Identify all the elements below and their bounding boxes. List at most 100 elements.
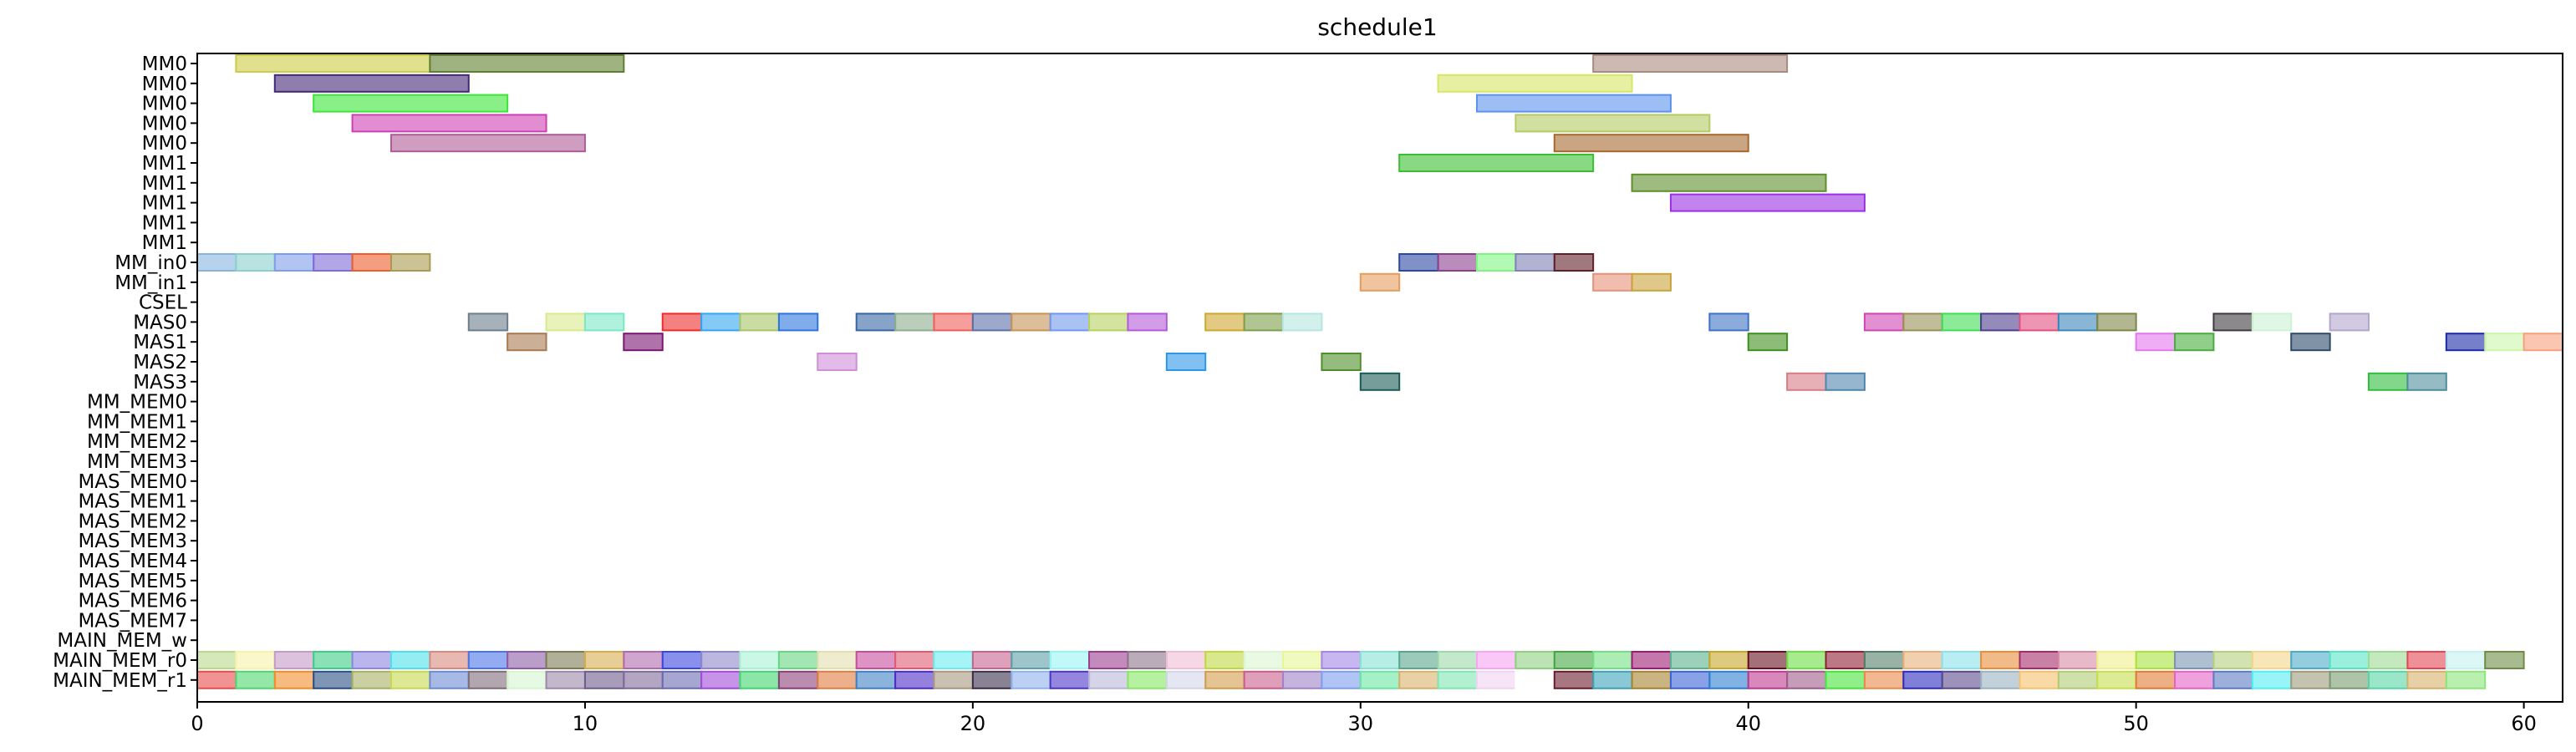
- bar-main-mem-r1-r56: [2368, 670, 2409, 689]
- y-tick-label: MM_MEM3: [87, 451, 187, 473]
- bar-mas0-46: [1708, 312, 1749, 332]
- y-tick-label: MAS_MEM3: [78, 531, 187, 552]
- bar-main-mem-r1-r23: [1088, 670, 1129, 689]
- bar-main-mem-r1-r19: [933, 670, 974, 689]
- bar-main-mem-r0-w26: [1204, 651, 1245, 669]
- bar-main-mem-r0-w54: [2290, 651, 2331, 669]
- bar-main-mem-r1-r4: [351, 670, 392, 689]
- bar-main-mem-r1-r6: [429, 670, 470, 689]
- bar-main-mem-r1-r25: [1165, 670, 1207, 689]
- bar-main-mem-r1-r29: [1321, 670, 1362, 689]
- bar-mm0-0: [235, 54, 431, 73]
- bar-main-mem-r1-r40: [1747, 670, 1789, 689]
- bar-mm0-7: [351, 114, 547, 133]
- bar-mas1-62: [2290, 333, 2331, 352]
- bar-mm-in0-23: [1515, 253, 1555, 272]
- y-tick-label: MM0: [142, 113, 187, 135]
- chart-title: schedule1: [1317, 13, 1437, 41]
- y-tick-label: MAS_MEM4: [78, 551, 187, 572]
- bar-mm0-8: [1515, 114, 1711, 133]
- bar-main-mem-r1-r8: [507, 670, 547, 689]
- bar-mas1-60: [2135, 333, 2176, 352]
- y-tick-label: MM_MEM1: [87, 411, 187, 433]
- y-tick-label: MM_MEM2: [87, 431, 187, 453]
- bar-mas0-32: [700, 312, 741, 332]
- bar-mm-in0-15: [235, 253, 276, 272]
- bar-main-mem-r0-w3: [313, 651, 354, 669]
- bar-main-mem-r0-w33: [1475, 651, 1517, 669]
- bar-main-mem-r1-r52: [2212, 670, 2253, 689]
- bar-main-mem-r0-w46: [1980, 651, 2021, 669]
- bar-main-mem-r0-w14: [739, 651, 780, 669]
- x-tick-label: 50: [2123, 712, 2149, 735]
- bar-mas0-29: [545, 312, 586, 332]
- x-tick-label: 60: [2511, 712, 2537, 735]
- bar-mas0-37: [933, 312, 974, 332]
- bar-main-mem-r0-w7: [467, 651, 509, 669]
- bar-mas0-53: [2096, 312, 2137, 332]
- bar-main-mem-r1-r12: [661, 670, 703, 689]
- bar-mas0-49: [1941, 312, 1983, 332]
- y-tick-label: MM_in1: [115, 272, 187, 294]
- bar-main-mem-r0-w58: [2445, 651, 2487, 669]
- x-tick-label: 40: [1735, 712, 1761, 735]
- bar-main-mem-r1-r57: [2406, 670, 2447, 689]
- bar-mas1-58: [623, 333, 664, 352]
- x-tick-label: 30: [1348, 712, 1374, 735]
- x-axis: 0 10 20 30 40 50 60: [191, 702, 2537, 735]
- bar-mm1-12: [1631, 173, 1827, 192]
- bar-main-mem-r1-r11: [623, 670, 664, 689]
- bar-main-mem-r1-r18: [894, 670, 935, 689]
- bar-main-mem-r0-w34: [1515, 651, 1555, 669]
- bar-mas0-40: [1049, 312, 1091, 332]
- bar-main-mem-r0-w42: [1825, 651, 1866, 669]
- bar-main-mem-r0-w18: [894, 651, 935, 669]
- y-tick-label: MM1: [142, 193, 187, 215]
- y-axis: MM0MM0MM0MM0MM0MM1MM1MM1MM1MM1MM_in0MM_i…: [53, 53, 197, 692]
- bar-main-mem-r1-r45: [1941, 670, 1983, 689]
- bar-mm0-9: [389, 134, 586, 153]
- y-tick-label: MAIN_MEM_w: [57, 630, 187, 652]
- bar-mas0-35: [855, 312, 897, 332]
- bar-mas0-41: [1088, 312, 1129, 332]
- bar-main-mem-r0-w13: [700, 651, 741, 669]
- bar-mas3-71: [1825, 372, 1866, 391]
- bar-main-mem-r1-r15: [777, 670, 819, 689]
- bar-main-mem-r0-w2: [273, 651, 315, 669]
- bar-mas1-65: [2523, 333, 2563, 352]
- bar-mas0-47: [1863, 312, 1905, 332]
- y-tick-label: MAIN_MEM_r1: [53, 670, 187, 692]
- bar-mas3-70: [1786, 372, 1827, 391]
- y-tick-label: MAS_MEM7: [78, 610, 187, 632]
- bar-mas0-45: [1282, 312, 1323, 332]
- bar-main-mem-r0-w15: [777, 651, 819, 669]
- bar-mm0-6: [1475, 94, 1672, 113]
- bar-main-mem-r0-w29: [1321, 651, 1362, 669]
- bar-main-mem-r0-w30: [1359, 651, 1401, 669]
- y-tick-label: MM0: [142, 133, 187, 155]
- bar-main-mem-r0-w57: [2406, 651, 2447, 669]
- bar-main-mem-r1-r10: [583, 670, 625, 689]
- bar-main-mem-r0-w52: [2212, 651, 2253, 669]
- bar-main-mem-r1-r1: [235, 670, 276, 689]
- bar-main-mem-r0-w56: [2368, 651, 2409, 669]
- bar-mas0-42: [1127, 312, 1168, 332]
- bar-main-mem-r1-r42: [1825, 670, 1866, 689]
- bar-main-mem-r0-w19: [933, 651, 974, 669]
- bar-main-mem-r1-r58: [2445, 670, 2487, 689]
- bar-mm-in0-24: [1553, 253, 1595, 272]
- bar-main-mem-r1-r49: [2096, 670, 2137, 689]
- bar-main-mem-r0-w24: [1127, 651, 1168, 669]
- bar-main-mem-r1-r34: [1515, 670, 1555, 689]
- bar-main-mem-r0-w35: [1553, 651, 1595, 669]
- bar-main-mem-r0-w36: [1592, 651, 1633, 669]
- y-tick-label: CSEL: [139, 292, 187, 314]
- bar-main-mem-r0-w22: [1049, 651, 1091, 669]
- bar-main-mem-r1-r53: [2251, 670, 2293, 689]
- bar-main-mem-r1-r46: [1980, 670, 2021, 689]
- bar-main-mem-r1-r54: [2290, 670, 2331, 689]
- bar-main-mem-r1-r28: [1282, 670, 1323, 689]
- bar-mas1-61: [2174, 333, 2215, 352]
- bar-main-mem-r0-w6: [429, 651, 470, 669]
- y-tick-label: MAS_MEM0: [78, 471, 187, 493]
